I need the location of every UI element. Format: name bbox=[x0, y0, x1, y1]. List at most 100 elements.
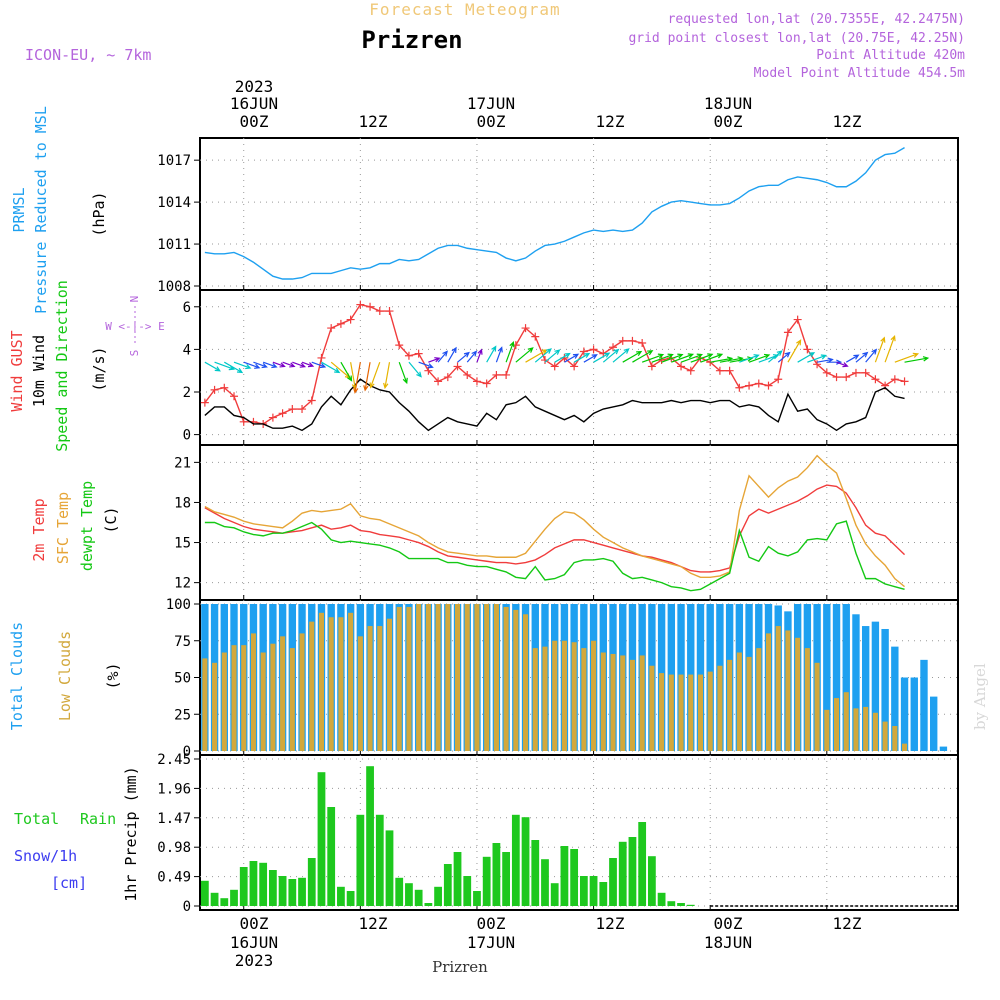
rain-bar bbox=[200, 880, 209, 906]
wind-unit: (m/s) bbox=[90, 346, 108, 391]
wind-gust-marker bbox=[502, 370, 511, 379]
wind-gust-marker bbox=[220, 383, 229, 392]
wind-gust-marker bbox=[356, 300, 365, 309]
low-cloud-bar bbox=[892, 726, 898, 751]
low-cloud-bar bbox=[445, 604, 451, 751]
wind-direction-arrow bbox=[661, 353, 684, 363]
wind-gust-label: Wind GUST bbox=[8, 330, 26, 411]
temperature-ytick-label: 12 bbox=[174, 576, 191, 592]
rain-bar bbox=[307, 858, 316, 906]
panel-clouds: 0 25 50 75 100 bbox=[166, 597, 959, 760]
total-cloud-bar bbox=[852, 614, 860, 751]
wind-direction-arrow bbox=[486, 345, 497, 363]
footer-location: Prizren bbox=[432, 958, 488, 976]
low-cloud-bar bbox=[289, 648, 295, 751]
wind-direction-arrow bbox=[583, 354, 598, 363]
rain-bar bbox=[647, 856, 656, 906]
total-cloud-bar bbox=[891, 646, 899, 751]
low-cloud-bar bbox=[484, 604, 490, 751]
top-year: 2023 bbox=[235, 77, 274, 96]
wind-gust-marker bbox=[764, 381, 773, 390]
wind-gust-marker bbox=[366, 302, 375, 311]
rain-bar bbox=[667, 901, 676, 906]
clouds-ytick-label: 75 bbox=[174, 634, 191, 650]
wind-direction-arrow bbox=[398, 361, 408, 385]
low-cloud-bar bbox=[464, 604, 470, 751]
wind-gust-marker bbox=[589, 345, 598, 354]
rain-bar bbox=[405, 883, 413, 906]
total-cloud-bar bbox=[842, 604, 850, 751]
wind-direction-arrow bbox=[768, 350, 783, 363]
low-cloud-bar bbox=[581, 648, 587, 751]
wind-gust-marker bbox=[463, 370, 472, 379]
wind-direction-arrow bbox=[816, 357, 834, 363]
wind-gust-marker bbox=[803, 345, 812, 354]
precip-snow-label: Snow/1h bbox=[14, 847, 77, 865]
rain-bar bbox=[453, 852, 462, 906]
wind-direction-arrow bbox=[748, 353, 771, 363]
wind-gust-marker bbox=[443, 373, 452, 382]
rain-bar bbox=[609, 858, 617, 906]
rain-bar bbox=[346, 891, 355, 906]
low-cloud-bar bbox=[221, 652, 227, 751]
low-cloud-bar bbox=[416, 604, 422, 751]
wind-gust-marker bbox=[774, 375, 783, 384]
rain-bar bbox=[414, 889, 423, 906]
wind-gust-marker bbox=[288, 405, 297, 414]
wind-direction-arrow bbox=[233, 361, 252, 370]
wind-direction-arrow bbox=[787, 339, 802, 363]
wind-10m-line bbox=[204, 378, 905, 432]
wind-gust-marker bbox=[346, 315, 355, 324]
wind-gust-marker bbox=[570, 362, 579, 371]
pressure-label-2: Pressure Reduced to MSL bbox=[32, 106, 50, 314]
wind-direction-arrow bbox=[534, 348, 552, 363]
point-altitude: Point Altitude 420m bbox=[816, 48, 965, 63]
wind-10m-label: 10m Wind bbox=[30, 335, 48, 407]
pressure-line bbox=[204, 146, 905, 280]
rain-bar bbox=[424, 903, 433, 906]
low-cloud-bar bbox=[678, 674, 684, 751]
wind-direction-arrow bbox=[807, 354, 828, 363]
rain-bar bbox=[259, 862, 268, 906]
low-cloud-bar bbox=[406, 606, 412, 751]
rain-bar bbox=[531, 840, 540, 906]
wind-gust-marker bbox=[715, 366, 724, 375]
wind-gust-marker bbox=[550, 362, 559, 371]
rain-bar bbox=[220, 898, 229, 906]
wind-gust-marker bbox=[453, 362, 462, 371]
wind-direction-arrow bbox=[690, 353, 714, 363]
low-cloud-bar bbox=[299, 633, 305, 751]
wind-direction-arrow bbox=[564, 353, 580, 363]
wind-gust-marker bbox=[278, 409, 287, 418]
wind-direction-arrow bbox=[865, 348, 878, 363]
temp-sfc-line bbox=[204, 454, 905, 588]
wind-direction-arrow bbox=[632, 350, 654, 363]
low-cloud-bar bbox=[435, 604, 441, 751]
rain-bar bbox=[337, 886, 345, 906]
precip-unit: 1hr Precip (mm) bbox=[122, 766, 140, 901]
wind-direction-arrow bbox=[457, 351, 470, 363]
bottom-date-1: 16JUN bbox=[230, 933, 278, 952]
wind-direction-arrow bbox=[544, 349, 561, 363]
total-cloud-bar bbox=[900, 677, 909, 751]
clouds-ytick-label: 25 bbox=[174, 707, 191, 723]
total-cloud-bar bbox=[861, 626, 870, 751]
rain-bar bbox=[541, 859, 549, 906]
compass-south: S bbox=[128, 350, 141, 357]
low-cloud-bar bbox=[688, 674, 694, 751]
temperature-ytick-label: 18 bbox=[174, 495, 191, 511]
rain-bar bbox=[579, 876, 588, 906]
top-date-2: 17JUN bbox=[467, 94, 515, 113]
wind-gust-marker bbox=[482, 379, 491, 388]
low-cloud-bar bbox=[736, 652, 742, 751]
wind-gust-marker bbox=[745, 381, 754, 390]
low-cloud-bar bbox=[454, 604, 461, 751]
wind-gust-marker bbox=[890, 375, 899, 384]
wind-direction-arrow bbox=[292, 361, 307, 368]
low-cloud-bar bbox=[357, 636, 363, 751]
wind-gust-marker bbox=[754, 379, 763, 388]
rain-bar bbox=[268, 870, 277, 906]
rain-bar bbox=[366, 766, 374, 906]
wind-dir-label: Speed and Direction bbox=[53, 280, 71, 452]
wind-gust-marker bbox=[783, 328, 792, 337]
